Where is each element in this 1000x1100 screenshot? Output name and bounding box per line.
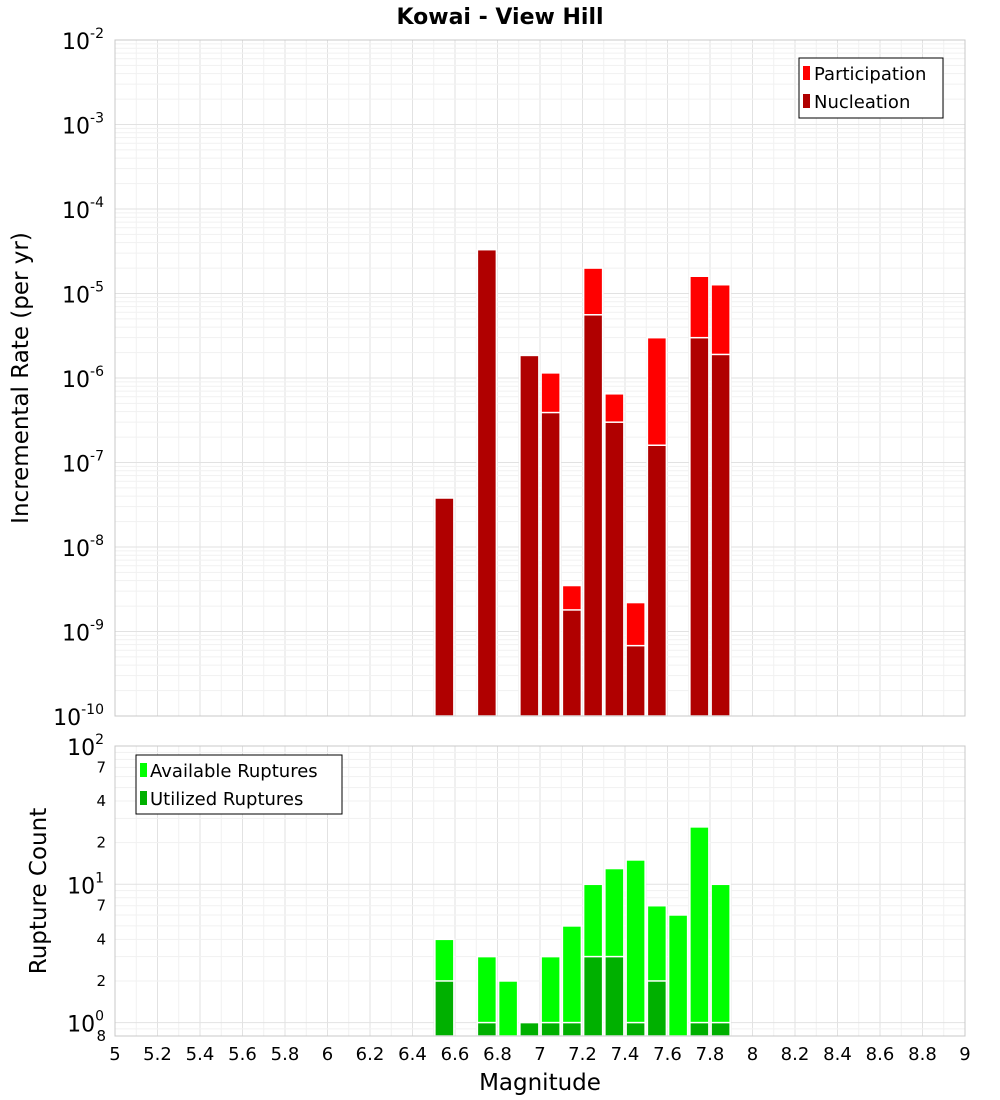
utilized-ruptures-bar	[476, 1021, 498, 1037]
x-tick-label: 9	[959, 1044, 970, 1065]
nucleation-bar	[476, 248, 498, 717]
bottom-y-tick-label: 100	[67, 1009, 104, 1038]
utilized-ruptures-bar	[625, 1021, 646, 1037]
utilized-ruptures-bar	[689, 1021, 710, 1037]
bottom-y-tick-label: 102	[67, 732, 104, 761]
top-y-tick-label: 10-7	[62, 449, 104, 478]
nucleation-bar	[604, 421, 625, 717]
x-tick-labels: 5 5.2 5.4 5.6 5.8 6 6.2 6.4 6.6 6.8 7 7.2 7.4 7.6 7.8 8…	[109, 1044, 970, 1065]
utilized-ruptures-bar	[519, 1021, 540, 1037]
nucleation-legend-label: Nucleation	[814, 92, 910, 113]
utilized-ruptures-bar	[540, 1021, 561, 1037]
x-tick-label: 6.2	[356, 1044, 385, 1065]
available-ruptures-bar	[561, 925, 583, 1037]
bottom-y-minor-tick-label: 2	[96, 834, 106, 852]
utilized-ruptures-bar	[710, 1021, 731, 1037]
x-tick-label: 7.6	[653, 1044, 682, 1065]
x-tick-label: 8.2	[781, 1044, 810, 1065]
top-y-tick-label: 10-10	[53, 702, 104, 731]
x-tick-label: 7.8	[696, 1044, 725, 1065]
bottom-y-minor-tick-label: 4	[96, 930, 106, 948]
participation-legend-label: Participation	[814, 64, 926, 85]
bottom-legend: Available Ruptures Utilized Ruptures	[135, 754, 343, 815]
top-legend-box	[798, 57, 944, 119]
nucleation-bar	[689, 336, 710, 717]
utilized-legend-label: Utilized Ruptures	[150, 789, 303, 810]
bottom-y-tick-label: 101	[67, 870, 104, 899]
bottom-panel-grid	[114, 746, 966, 1037]
utilized-ruptures-bar	[582, 955, 604, 1037]
utilized-legend-swatch	[140, 791, 147, 805]
utilized-ruptures-bar	[646, 980, 668, 1037]
x-tick-label: 5.6	[228, 1044, 257, 1065]
bottom-y-minor-tick-label: 2	[96, 972, 106, 990]
bottom-y-minor-tick-label: 4	[96, 792, 106, 810]
x-tick-label: 7	[534, 1044, 545, 1065]
x-tick-label: 8	[747, 1044, 758, 1065]
top-legend: Participation Nucleation	[798, 57, 944, 119]
bottom-legend-box	[135, 754, 343, 815]
available-legend-label: Available Ruptures	[150, 761, 318, 782]
x-tick-label: 6.4	[398, 1044, 427, 1065]
top-y-tick-labels: 10-10 10-9 10-8 10-7 10-6 10-5 10-4 10-3 10-2	[53, 26, 104, 731]
top-plot-frame	[114, 39, 966, 717]
top-y-tick-label: 10-9	[62, 618, 104, 647]
nucleation-bar	[625, 644, 646, 717]
top-y-tick-label: 10-8	[62, 533, 104, 562]
available-ruptures-bar	[667, 914, 689, 1037]
bottom-panel-bars	[434, 826, 731, 1037]
available-ruptures-bar	[689, 826, 710, 1037]
participation-legend-swatch	[803, 66, 810, 80]
nucleation-bar	[434, 497, 455, 717]
nucleation-bar	[561, 609, 583, 717]
bottom-y-minor-tick-label: 7	[96, 897, 106, 915]
utilized-ruptures-bar	[604, 955, 625, 1037]
x-tick-label: 5	[109, 1044, 120, 1065]
x-tick-label: 8.8	[908, 1044, 937, 1065]
nucleation-legend-swatch	[803, 94, 810, 108]
available-ruptures-bar	[625, 859, 646, 1037]
x-tick-label: 8.4	[823, 1044, 852, 1065]
nucleation-bar	[710, 353, 731, 717]
x-tick-label: 5.8	[271, 1044, 300, 1065]
available-ruptures-bar	[497, 980, 519, 1037]
top-y-tick-label: 10-3	[62, 111, 104, 140]
x-tick-label: 6.6	[441, 1044, 470, 1065]
top-y-tick-label: 10-4	[62, 195, 104, 224]
top-y-tick-label: 10-2	[62, 26, 104, 55]
x-tick-label: 6	[322, 1044, 333, 1065]
bottom-y-minor-tick-label: 8	[96, 1027, 106, 1045]
nucleation-bar	[646, 444, 668, 717]
x-tick-label: 5.4	[186, 1044, 215, 1065]
utilized-ruptures-bar	[561, 1021, 583, 1037]
nucleation-bar	[540, 411, 561, 717]
nucleation-bar	[582, 314, 604, 717]
available-legend-swatch	[140, 763, 147, 777]
top-y-tick-label: 10-6	[62, 364, 104, 393]
x-axis-title: Magnitude	[479, 1070, 601, 1096]
top-y-tick-label: 10-5	[62, 280, 104, 309]
bottom-plot-frame	[114, 745, 966, 1037]
chart-title: Kowai - View Hill	[396, 5, 603, 30]
nucleation-bar	[519, 354, 540, 717]
top-y-axis-title: Incremental Rate (per yr)	[8, 232, 34, 524]
utilized-ruptures-bar	[434, 980, 455, 1037]
bottom-y-tick-labels: 100 101 102 8 2 4 7 2 4 7	[67, 732, 106, 1045]
top-panel-bars	[434, 248, 731, 717]
top-panel-grid	[114, 40, 966, 717]
x-tick-label: 8.6	[866, 1044, 895, 1065]
x-tick-label: 7.4	[611, 1044, 640, 1065]
x-tick-label: 5.2	[143, 1044, 172, 1065]
x-tick-label: 7.2	[568, 1044, 597, 1065]
x-tick-label: 6.8	[483, 1044, 512, 1065]
bottom-y-axis-title: Rupture Count	[26, 808, 52, 974]
available-ruptures-bar	[710, 883, 731, 1037]
bottom-y-minor-tick-label: 7	[96, 758, 106, 776]
